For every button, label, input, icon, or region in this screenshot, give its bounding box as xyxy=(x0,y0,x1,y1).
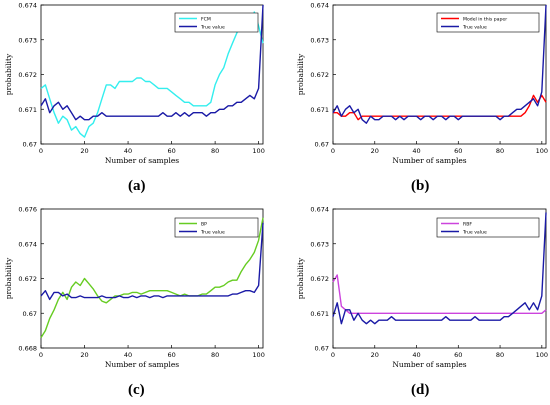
y-tick-label: 0.672 xyxy=(310,275,329,283)
y-tick-label: 0.672 xyxy=(310,71,329,79)
series-line-d-0 xyxy=(332,274,547,314)
y-axis-label: probability xyxy=(4,53,13,95)
x-tick-label: 80 xyxy=(211,351,219,359)
legend: BP True value xyxy=(174,217,259,238)
x-tick-label: 20 xyxy=(80,147,88,155)
legend-label: RBF xyxy=(463,222,472,228)
y-axis-label: probability xyxy=(296,257,305,299)
chart-panel-d: 0 20 40 60 80 100 0.67 0.671 0.672 0.673 0.674 Numb… xyxy=(296,206,548,370)
y-tick-label: 0.671 xyxy=(310,106,329,114)
legend-label: FCM xyxy=(201,17,211,23)
y-tick-label: 0.67 xyxy=(23,310,37,318)
legend: RBF True value xyxy=(436,217,540,238)
panel-label-a: (a) xyxy=(128,178,146,194)
x-tick-label: 100 xyxy=(536,147,548,155)
x-tick-label: 20 xyxy=(371,147,379,155)
chart-panel-a: 0 20 40 60 80 100 0.67 0.671 0.672 0.673 0.674 Numb… xyxy=(4,2,265,166)
x-axis-label: Number of samples xyxy=(105,360,179,369)
legend-label: True value xyxy=(200,230,225,236)
legend-label: True value xyxy=(462,25,487,31)
x-tick-label: 0 xyxy=(39,351,43,359)
series-line-a-1 xyxy=(40,4,264,121)
x-tick-label: 40 xyxy=(124,351,132,359)
x-tick-label: 20 xyxy=(80,351,88,359)
y-tick-label: 0.67 xyxy=(315,345,329,353)
panel-label-b: (b) xyxy=(411,178,430,194)
series-line-d-1 xyxy=(332,212,547,325)
legend-label: Model in this paper xyxy=(463,17,507,23)
legend-box xyxy=(436,12,540,33)
x-tick-label: 60 xyxy=(167,147,175,155)
x-tick-label: 40 xyxy=(412,351,420,359)
x-tick-label: 60 xyxy=(167,351,175,359)
x-tick-label: 80 xyxy=(496,351,504,359)
x-tick-label: 100 xyxy=(252,351,264,359)
x-tick-label: 100 xyxy=(536,351,548,359)
legend: FCM True value xyxy=(174,12,259,33)
y-tick-label: 0.673 xyxy=(310,240,329,248)
chart-panel-c: 0 20 40 60 80 100 0.668 0.67 0.672 0.674 0.676 Numb… xyxy=(4,206,265,370)
x-tick-label: 20 xyxy=(371,351,379,359)
x-tick-label: 40 xyxy=(124,147,132,155)
y-tick-label: 0.673 xyxy=(18,36,37,44)
y-axis-label: probability xyxy=(296,53,305,95)
series-line-a-0 xyxy=(40,11,264,138)
y-tick-label: 0.676 xyxy=(18,206,37,214)
y-tick-label: 0.674 xyxy=(18,2,37,10)
chart-panel-b: 0 20 40 60 80 100 0.67 0.671 0.672 0.673 0.674 Numb… xyxy=(296,2,548,166)
y-tick-label: 0.671 xyxy=(310,310,329,318)
y-tick-label: 0.673 xyxy=(310,36,329,44)
x-tick-label: 0 xyxy=(331,147,335,155)
x-axis-label: Number of samples xyxy=(392,156,466,165)
panel-label-c: (c) xyxy=(128,382,145,398)
x-tick-label: 0 xyxy=(331,351,335,359)
x-tick-label: 40 xyxy=(412,147,420,155)
y-tick-label: 0.674 xyxy=(18,240,37,248)
x-tick-label: 100 xyxy=(252,147,264,155)
y-tick-label: 0.672 xyxy=(18,71,37,79)
y-tick-label: 0.67 xyxy=(315,141,329,149)
x-tick-label: 80 xyxy=(211,147,219,155)
y-tick-label: 0.674 xyxy=(310,206,329,214)
x-axis-label: Number of samples xyxy=(392,360,466,369)
series-line-b-1 xyxy=(332,4,547,124)
y-axis-label: probability xyxy=(4,257,13,299)
legend-box xyxy=(436,217,540,238)
series-line-c-1 xyxy=(40,222,264,301)
panel-label-d: (d) xyxy=(411,382,430,398)
y-tick-label: 0.668 xyxy=(18,345,37,353)
legend: Model in this paper True value xyxy=(436,12,540,33)
series-line-c-0 xyxy=(40,217,264,338)
legend-label: True value xyxy=(462,230,487,236)
x-axis-label: Number of samples xyxy=(105,156,179,165)
x-tick-label: 80 xyxy=(496,147,504,155)
x-tick-label: 60 xyxy=(454,147,462,155)
y-tick-label: 0.671 xyxy=(18,106,37,114)
x-tick-label: 60 xyxy=(454,351,462,359)
y-tick-label: 0.67 xyxy=(23,141,37,149)
y-tick-label: 0.674 xyxy=(310,2,329,10)
legend-label: BP xyxy=(201,222,207,228)
legend-label: True value xyxy=(200,25,225,31)
y-tick-label: 0.672 xyxy=(18,275,37,283)
x-tick-label: 0 xyxy=(39,147,43,155)
